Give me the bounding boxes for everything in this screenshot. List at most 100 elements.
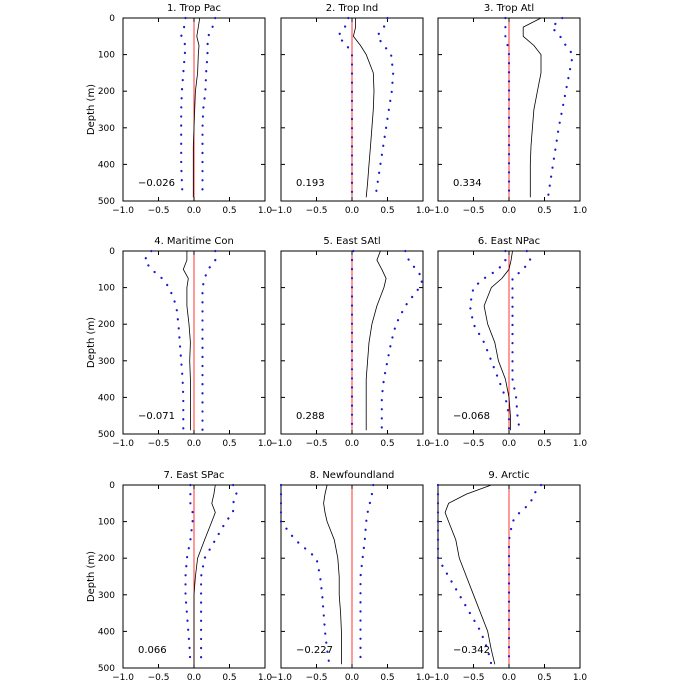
y-tick-label: 0 (109, 14, 115, 24)
panel-7: 7. East SPac −1.0 −0.5 0.0 0.5 1.0 0 100 200 300 4… (86, 470, 272, 683)
panel-3: 3. Trop Atl −1.0 −0.5 0.0 0.5 1.0 0.334 (427, 3, 587, 216)
panel-9: 9. Arctic −1.0 −0.5 0.0 0.5 1.0 −0.342 (427, 470, 587, 683)
x-tick-label: 0.5 (537, 206, 551, 216)
panel-value-label: 0.066 (138, 645, 167, 656)
x-tick-label: 1.0 (573, 439, 588, 449)
bound-upper-line (200, 483, 238, 666)
central-profile-line (483, 250, 513, 431)
panel-value-label: −0.026 (138, 178, 175, 189)
panel-2: 2. Trop Ind −1.0 −0.5 0.0 0.5 1.0 0.193 (270, 3, 430, 216)
central-profile-line (192, 17, 201, 198)
panel-value-label: −0.227 (296, 645, 333, 656)
x-tick-label: 0.5 (222, 206, 236, 216)
y-tick-label: 100 (98, 518, 115, 528)
panel-8: 8. Newfoundland −1.0 −0.5 0.0 0.5 1.0 −0.227 (270, 470, 430, 683)
x-tick-label: 0.5 (222, 673, 236, 683)
x-tick-label: 0.5 (222, 439, 236, 449)
bound-lower-line (504, 16, 511, 199)
x-tick-label: 0.5 (380, 673, 394, 683)
y-tick-label: 400 (98, 627, 115, 637)
y-tick-label: 200 (98, 554, 115, 564)
x-tick-label: −0.5 (306, 206, 328, 216)
bound-lower-line (350, 249, 355, 432)
x-tick-label: 0.0 (502, 206, 517, 216)
panel-title: 7. East SPac (163, 470, 224, 481)
bound-lower-line (336, 16, 354, 199)
y-tick-label: 100 (98, 284, 115, 294)
bound-upper-line (359, 483, 375, 666)
x-tick-label: −1.0 (270, 439, 292, 449)
x-tick-label: 0.0 (345, 206, 360, 216)
bound-upper-line (511, 249, 532, 432)
x-tick-label: 1.0 (416, 206, 431, 216)
panel-title: 4. Maritime Con (154, 236, 234, 247)
panel-value-label: 0.334 (453, 178, 482, 189)
x-tick-label: 0.5 (537, 439, 551, 449)
y-tick-label: 500 (98, 197, 115, 207)
panel-title: 3. Trop Atl (484, 3, 534, 14)
bound-lower-line (142, 249, 185, 432)
y-tick-label: 300 (98, 124, 115, 134)
x-tick-label: 1.0 (416, 439, 431, 449)
x-tick-label: 1.0 (258, 439, 273, 449)
x-tick-label: 0.0 (345, 439, 360, 449)
x-tick-label: −0.5 (148, 673, 170, 683)
central-profile-line (352, 18, 375, 198)
bound-lower-line (436, 483, 493, 666)
bound-upper-line (201, 249, 217, 432)
x-tick-label: −1.0 (427, 439, 449, 449)
x-tick-label: −1.0 (112, 206, 134, 216)
panel-4: 4. Maritime Con −1.0 −0.5 0.0 0.5 1.0 0 100 200 3… (86, 236, 272, 449)
x-tick-label: 1.0 (258, 673, 273, 683)
x-tick-label: 0.0 (187, 439, 202, 449)
x-tick-label: −0.5 (463, 206, 485, 216)
panel-5: 5. East SAtl −1.0 −0.5 0.0 0.5 1.0 0.288 (270, 236, 430, 449)
y-axis-label: Depth (m) (86, 84, 97, 135)
x-tick-label: −0.5 (306, 439, 328, 449)
central-profile-line (323, 484, 342, 665)
y-tick-label: 300 (98, 357, 115, 367)
panel-value-label: −0.068 (453, 411, 490, 422)
x-tick-label: 0.5 (537, 673, 551, 683)
y-tick-label: 0 (109, 247, 115, 257)
x-tick-label: −1.0 (112, 673, 134, 683)
x-tick-label: −0.5 (463, 673, 485, 683)
x-tick-label: 1.0 (416, 673, 431, 683)
panel-title: 6. East NPac (478, 236, 540, 247)
central-profile-line (193, 484, 216, 665)
y-tick-label: 0 (109, 481, 115, 491)
x-tick-label: 0.5 (380, 439, 394, 449)
panel-title: 1. Trop Pac (167, 3, 221, 14)
x-tick-label: −1.0 (270, 673, 292, 683)
x-tick-label: 0.0 (187, 673, 202, 683)
bound-upper-line (546, 16, 575, 199)
x-tick-label: −1.0 (270, 206, 292, 216)
panel-title: 9. Arctic (488, 470, 529, 481)
y-tick-label: 200 (98, 87, 115, 97)
panel-title: 5. East SAtl (323, 236, 380, 247)
x-tick-label: −0.5 (148, 439, 170, 449)
bound-upper-line (201, 16, 217, 199)
panel-value-label: −0.071 (138, 411, 175, 422)
bound-upper-line (380, 249, 425, 432)
y-tick-label: 200 (98, 320, 115, 330)
x-tick-label: 1.0 (258, 206, 273, 216)
y-axis-label: Depth (m) (86, 551, 97, 602)
x-tick-label: −0.5 (463, 439, 485, 449)
x-tick-label: 0.5 (380, 206, 394, 216)
central-profile-line (522, 17, 542, 198)
bound-upper-line (507, 483, 543, 666)
x-tick-label: 0.0 (187, 206, 202, 216)
y-tick-label: 500 (98, 664, 115, 674)
y-tick-label: 100 (98, 51, 115, 61)
central-profile-line (182, 251, 191, 431)
bound-lower-line (279, 483, 331, 666)
central-profile-line (444, 484, 496, 665)
bound-lower-line (184, 483, 194, 666)
x-tick-label: 0.0 (502, 673, 517, 683)
y-tick-label: 300 (98, 591, 115, 601)
panel-6: 6. East NPac −1.0 −0.5 0.0 0.5 1.0 −0.068 (427, 236, 587, 449)
panel-value-label: 0.193 (296, 178, 325, 189)
x-tick-label: −1.0 (112, 439, 134, 449)
panel-title: 8. Newfoundland (310, 470, 395, 481)
